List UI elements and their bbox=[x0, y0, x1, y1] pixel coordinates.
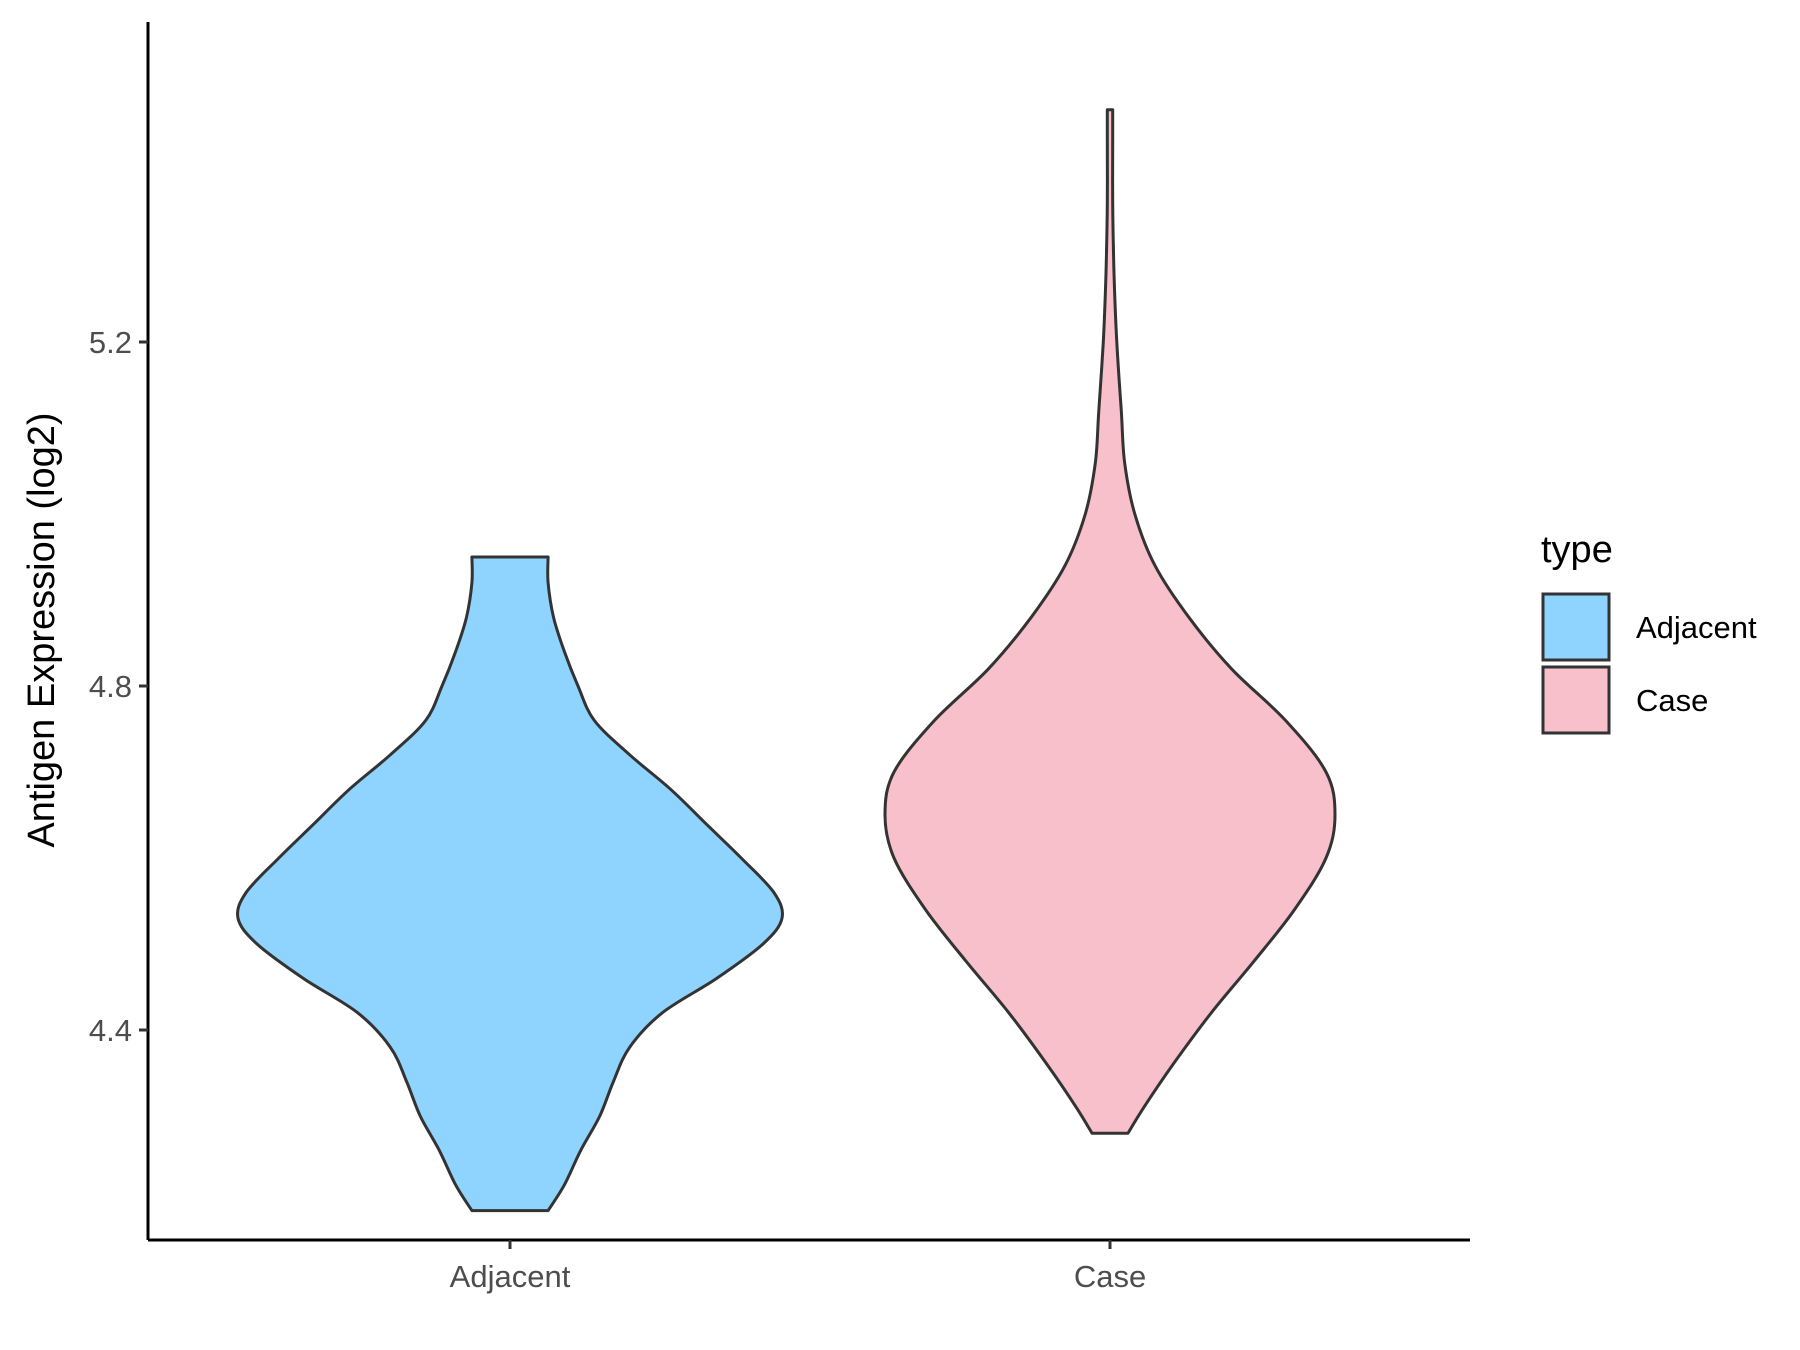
legend-key-case bbox=[1541, 665, 1611, 735]
y-tick-label: 4.4 bbox=[89, 1013, 132, 1048]
violin-case bbox=[883, 108, 1337, 1135]
y-axis-title: Antigen Expression (log2) bbox=[21, 412, 63, 847]
legend-key-adjacent bbox=[1541, 592, 1611, 662]
violin-layer bbox=[236, 108, 1337, 1213]
legend: type Adjacent Case bbox=[1541, 529, 1757, 735]
x-tick-label: Case bbox=[1074, 1259, 1146, 1294]
legend-label-case: Case bbox=[1636, 683, 1708, 718]
y-axis-ticks: 4.4 4.8 5.2 bbox=[89, 325, 148, 1048]
legend-title: type bbox=[1541, 529, 1613, 571]
y-tick-label: 5.2 bbox=[89, 325, 132, 360]
x-axis-ticks: Adjacent Case bbox=[450, 1240, 1146, 1294]
violin-adjacent bbox=[236, 555, 784, 1213]
x-tick-label: Adjacent bbox=[450, 1259, 571, 1294]
y-tick-label: 4.8 bbox=[89, 669, 132, 704]
legend-label-adjacent: Adjacent bbox=[1636, 610, 1757, 645]
